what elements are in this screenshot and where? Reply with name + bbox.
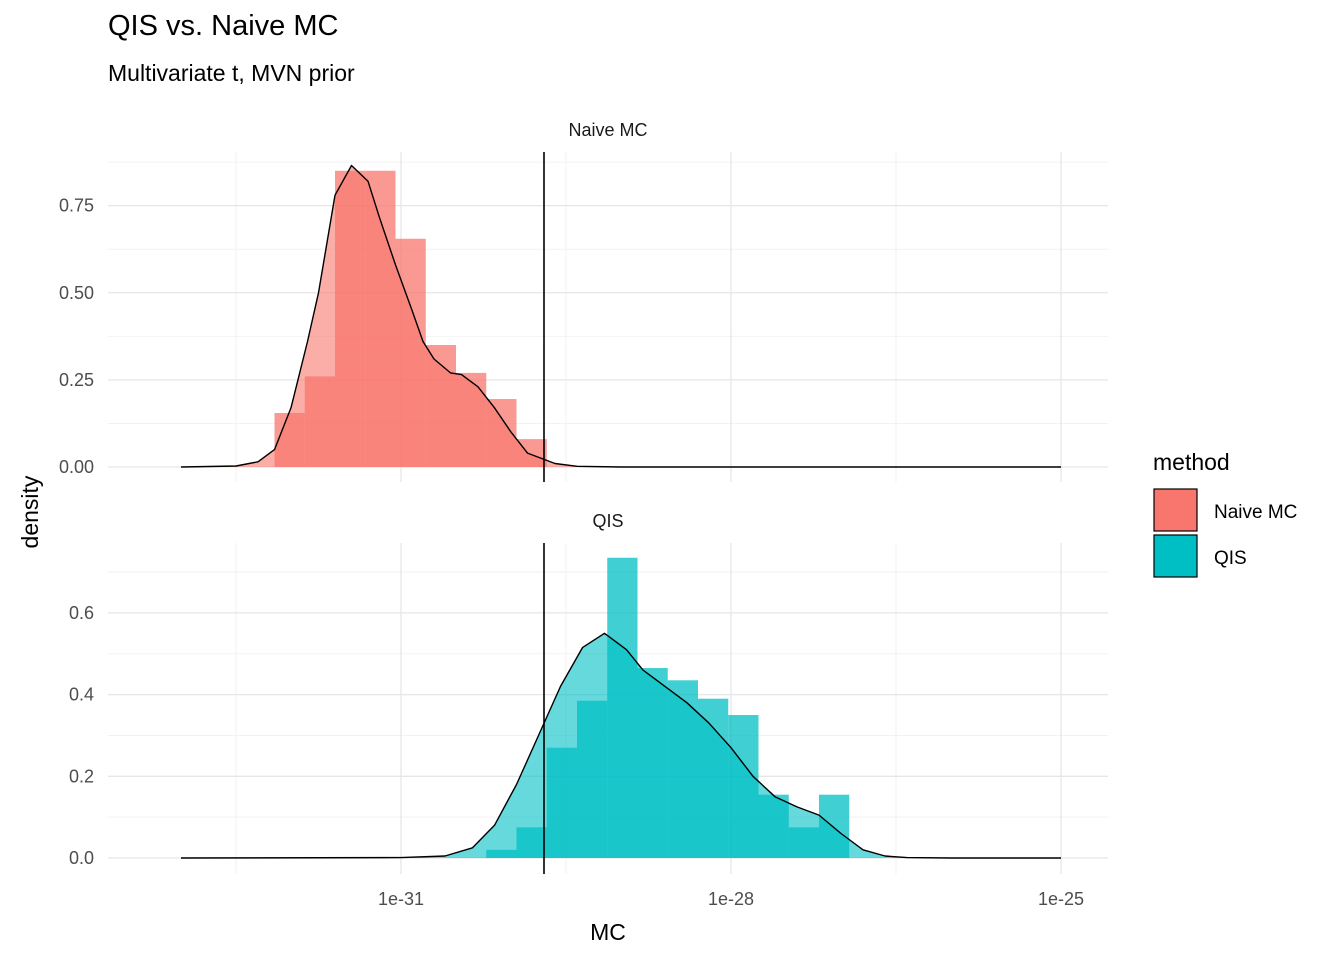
legend: method Naive MC QIS bbox=[1153, 449, 1297, 578]
chart-title: QIS vs. Naive MC bbox=[108, 10, 339, 42]
facet-strip-label: Naive MC bbox=[568, 120, 647, 140]
legend-label-naive-mc: Naive MC bbox=[1214, 502, 1297, 523]
x-tick-label: 1e-25 bbox=[1038, 889, 1084, 909]
x-tick-label: 1e-28 bbox=[708, 889, 754, 909]
y-tick-label: 0.4 bbox=[69, 685, 94, 705]
legend-label-qis: QIS bbox=[1214, 548, 1247, 569]
y-tick-label: 0.75 bbox=[59, 196, 94, 216]
y-tick-label: 0.6 bbox=[69, 603, 94, 623]
chart-subtitle: Multivariate t, MVN prior bbox=[108, 60, 355, 86]
density-line bbox=[180, 632, 1061, 859]
legend-title: method bbox=[1153, 449, 1230, 475]
x-axis-title: MC bbox=[590, 919, 626, 945]
density-area bbox=[181, 165, 1061, 467]
y-tick-label: 0.00 bbox=[59, 457, 94, 477]
density-line bbox=[180, 164, 1061, 468]
y-tick-label: 0.50 bbox=[59, 283, 94, 303]
facet-panel-0: Naive MC 0.00 0.25 0.50 0.75 bbox=[59, 120, 1108, 482]
y-tick-label: 0.2 bbox=[69, 766, 94, 786]
legend-key-qis bbox=[1153, 534, 1198, 578]
legend-key-naive-mc bbox=[1153, 488, 1198, 532]
facet-strip-label: QIS bbox=[592, 511, 623, 531]
y-axis-title: density bbox=[17, 475, 43, 548]
y-tick-label: 0.0 bbox=[69, 848, 94, 868]
facet-panel-1: QIS 0.0 0.2 0.4 0.6 bbox=[69, 511, 1108, 874]
y-tick-label: 0.25 bbox=[59, 370, 94, 390]
density-area bbox=[181, 633, 1061, 858]
x-tick-label: 1e-31 bbox=[378, 889, 424, 909]
